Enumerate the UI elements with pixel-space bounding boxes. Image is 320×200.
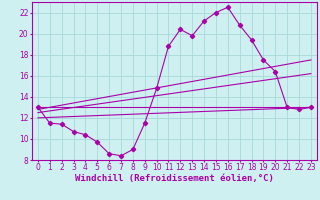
X-axis label: Windchill (Refroidissement éolien,°C): Windchill (Refroidissement éolien,°C) xyxy=(75,174,274,183)
